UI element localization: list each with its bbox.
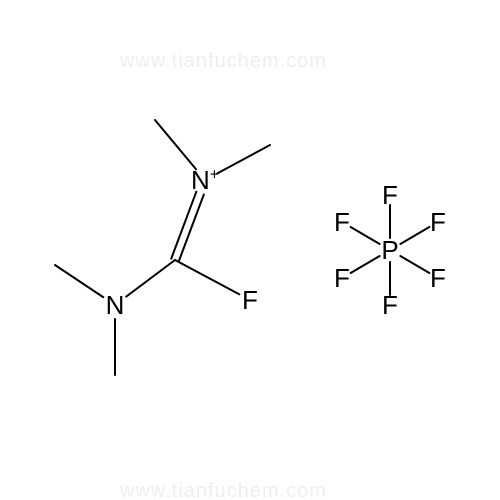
atom-F5: F [334, 209, 350, 235]
molecule-svg [0, 0, 500, 500]
atom-F4: F [334, 265, 350, 291]
atom-N_top: N+ [191, 167, 219, 193]
atom-F0: F [382, 182, 398, 208]
atom-P: P [381, 237, 398, 263]
atom-F3: F [382, 292, 398, 318]
atom-F_right: F [242, 287, 258, 313]
atom-F2: F [430, 265, 446, 291]
atom-F1: F [430, 209, 446, 235]
atom-N_bot: N [106, 292, 125, 318]
